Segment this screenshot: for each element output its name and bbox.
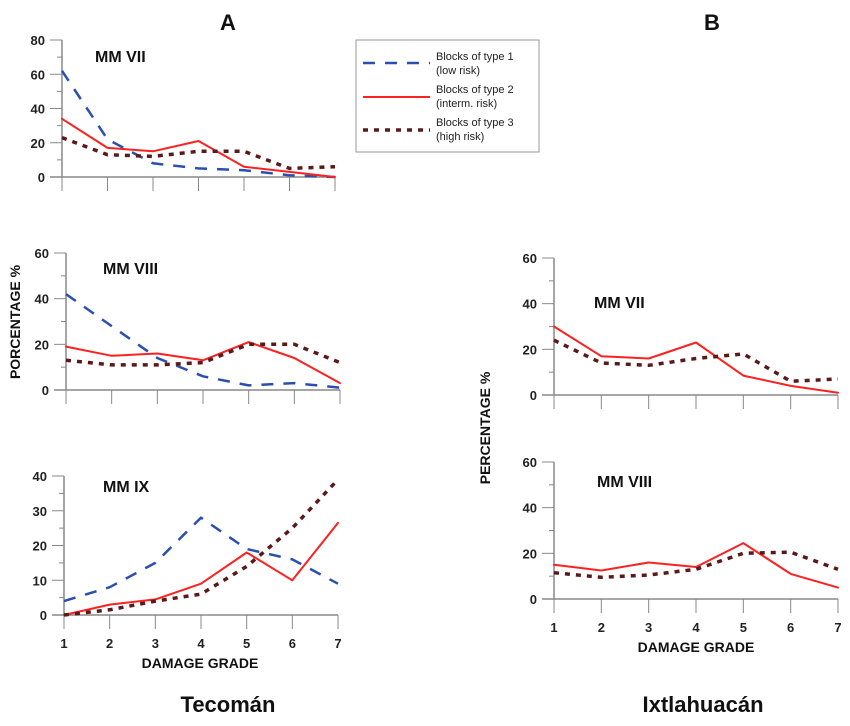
chart-title: MM VII — [594, 295, 645, 312]
site-label-tecoman: Tecomán — [181, 692, 276, 717]
x-tick-label: 7 — [334, 636, 341, 651]
x-axis-label-b: DAMAGE GRADE — [638, 639, 755, 655]
chart-a2: 0 20 40 60 MM VIII — [35, 246, 341, 404]
y-tick-label: 0 — [40, 608, 47, 623]
panel-label-a: A — [220, 10, 236, 35]
series-line-type2 — [65, 341, 341, 385]
series-line-type1 — [65, 293, 341, 389]
x-tick-label: 5 — [243, 636, 250, 651]
x-tick-label: 6 — [787, 620, 794, 635]
y-tick-label: 0 — [530, 592, 537, 607]
y-tick-label: 40 — [35, 292, 49, 307]
y-tick-label: 40 — [523, 297, 537, 312]
y-tick-label: 60 — [31, 67, 45, 82]
chart-a1: 0 20 40 60 80 MM VII — [31, 33, 336, 191]
y-tick-label: 40 — [31, 102, 45, 117]
legend-type1-line1: Blocks of type 1 — [436, 51, 514, 63]
x-tick-label: 2 — [598, 620, 605, 635]
x-tick-label: 1 — [550, 620, 557, 635]
y-tick-label: 20 — [31, 136, 45, 151]
y-axis-label-b: PERCENTAGE % — [477, 371, 493, 484]
x-tick-label: 7 — [834, 620, 841, 635]
legend-type2-line1: Blocks of type 2 — [436, 84, 514, 96]
chart-title: MM IX — [103, 479, 150, 496]
y-tick-label: 0 — [42, 383, 49, 398]
series-line-type2 — [61, 117, 336, 178]
legend: Blocks of type 1 (low risk) Blocks of ty… — [355, 39, 540, 153]
panel-label-b: B — [704, 10, 720, 35]
chart-title: MM VIII — [103, 261, 158, 278]
legend-type3-line1: Blocks of type 3 — [436, 117, 514, 129]
y-tick-label: 20 — [35, 337, 49, 352]
x-tick-label: 4 — [197, 636, 205, 651]
y-tick-label: 60 — [35, 246, 49, 261]
x-tick-label: 1 — [60, 636, 67, 651]
series-line-type3 — [63, 478, 340, 617]
y-tick-label: 40 — [33, 469, 47, 484]
x-tick-label: 6 — [289, 636, 296, 651]
site-label-ixtlahuacan: Ixtlahuacán — [642, 692, 763, 717]
series-line-type2 — [553, 542, 839, 589]
series-line-type2 — [553, 325, 839, 394]
series-line-type3 — [553, 550, 839, 580]
y-tick-label: 0 — [38, 170, 45, 185]
y-tick-label: 30 — [33, 504, 47, 519]
y-tick-label: 60 — [523, 455, 537, 470]
y-tick-label: 60 — [523, 251, 537, 266]
chart-title: MM VII — [95, 49, 146, 66]
y-tick-label: 40 — [523, 501, 537, 516]
x-tick-label: 5 — [740, 620, 747, 635]
chart-b1: 0 20 40 60 MM VII — [523, 251, 839, 409]
series-line-type1 — [60, 70, 336, 179]
x-tick-label: 2 — [106, 636, 113, 651]
y-tick-label: 10 — [33, 573, 47, 588]
series-line-type3 — [553, 338, 839, 384]
x-tick-label: 3 — [152, 636, 159, 651]
y-axis-label-a: PORCENTAGE % — [7, 264, 23, 379]
series-line-type3 — [61, 135, 336, 171]
legend-type3-line2: (high risk) — [436, 131, 484, 143]
x-tick-label: 3 — [645, 620, 652, 635]
legend-type2-line2: (interm. risk) — [436, 98, 497, 110]
series-line-type2 — [63, 521, 339, 616]
series-line-type1 — [63, 516, 339, 603]
x-axis-label-a: DAMAGE GRADE — [142, 655, 259, 671]
y-tick-label: 80 — [31, 33, 45, 48]
y-tick-label: 0 — [530, 388, 537, 403]
chart-a3: 0 10 20 30 40 1 2 3 4 5 6 7 MM IX — [33, 469, 342, 651]
x-tick-label: 4 — [692, 620, 700, 635]
y-tick-label: 20 — [33, 539, 47, 554]
chart-b2: 0 20 40 60 1 2 3 4 5 6 7 MM VIII — [523, 455, 842, 635]
y-tick-label: 20 — [523, 546, 537, 561]
chart-title: MM VIII — [597, 474, 652, 491]
series-line-type3 — [65, 342, 341, 367]
y-tick-label: 20 — [523, 342, 537, 357]
legend-type1-line2: (low risk) — [436, 65, 480, 77]
